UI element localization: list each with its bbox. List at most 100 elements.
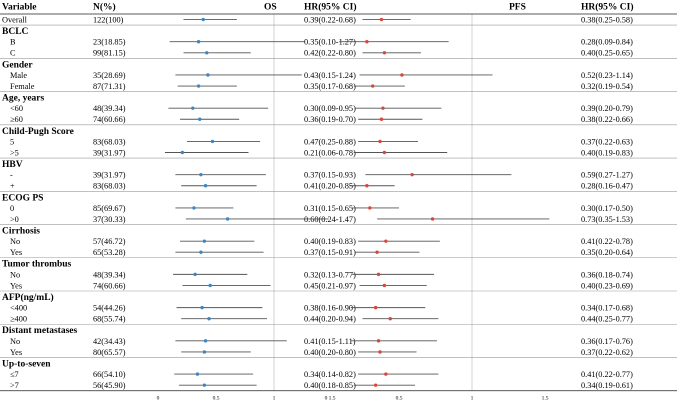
row-n: 80(65.57) [93, 348, 126, 357]
row-pfs-hr-text: 0.41(0.22-0.77) [581, 370, 633, 379]
os-hr-point [210, 139, 215, 144]
pfs-hr-point [379, 117, 384, 121]
row-n: 83(68.03) [93, 137, 126, 146]
row-label: Yes [10, 348, 22, 357]
row-label: ≤7 [10, 370, 19, 379]
row-pfs-hr-text: 0.28(0.16-0.47) [581, 182, 633, 191]
row-pfs-hr-text: 0.37(0.22-0.63) [581, 137, 633, 146]
group-label: AFP(ng/mL) [2, 292, 54, 303]
row-label: Female [10, 82, 35, 91]
header-pfs: PFS [509, 3, 526, 13]
pfs-tick-label: 0.5 [396, 396, 403, 402]
row-n: 57(46.72) [93, 237, 126, 246]
pfs-hr-point [371, 84, 375, 88]
row-n: 122(100) [93, 15, 124, 24]
row-label: >5 [10, 148, 19, 157]
pfs-tick-label: 1.5 [542, 396, 549, 402]
row-pfs-hr-text: 0.52(0.23-1.14) [581, 71, 633, 80]
row-pfs-hr-text: 0.34(0.17-0.68) [581, 304, 633, 313]
row-n: 87(71.31) [93, 82, 126, 91]
row-pfs-hr-text: 0.44(0.25-0.77) [581, 315, 633, 324]
row-pfs-hr-text: 0.40(0.19-0.83) [581, 148, 633, 157]
row-label: ≥60 [10, 115, 23, 124]
os-hr-point [203, 184, 208, 188]
row-n: 48(39.34) [93, 270, 126, 279]
pfs-hr-point [430, 217, 435, 221]
row-os-hr-text: 0.40(0.20-0.80) [304, 348, 356, 357]
pfs-tick-label: 1 [471, 396, 474, 402]
row-os-hr-text: 0.34(0.14-0.82) [304, 370, 356, 379]
header-variable: Variable [2, 3, 36, 13]
row-os-hr-text: 0.32(0.13-0.77) [304, 270, 356, 279]
os-hr-point [203, 339, 208, 343]
row-os-hr-text: 0.35(0.17-0.68) [304, 82, 356, 91]
reference-lines [273, 14, 473, 391]
row-pfs-hr-text: 0.38(0.22-0.66) [581, 115, 633, 124]
pfs-hr-point [384, 239, 388, 243]
row-n: 23(18.85) [93, 38, 126, 47]
row-pfs-hr-text: 0.38(0.25-0.58) [581, 15, 633, 24]
group-label: Age, years [2, 94, 45, 104]
row-pfs-hr-text: 0.37(0.22-0.62) [581, 348, 633, 357]
pfs-hr-point [368, 206, 372, 210]
row-label: <400 [10, 304, 27, 313]
row-pfs-hr-text: 0.35(0.20-0.64) [581, 248, 633, 257]
row-n: 48(39.34) [93, 104, 126, 113]
pfs-hr-point [379, 17, 384, 22]
group-label: HBV [2, 160, 23, 170]
pfs-hr-point [378, 139, 382, 144]
group-label: Child-Pugh Score [2, 127, 74, 137]
row-pfs-hr-text: 0.32(0.19-0.54) [581, 82, 633, 91]
row-os-hr-text: 0.45(0.21-0.97) [304, 281, 356, 290]
header-pfs-hr: HR(95% CI) [581, 2, 634, 13]
row-label: 5 [10, 137, 14, 146]
os-hr-point [196, 40, 201, 44]
os-hr-point [193, 272, 197, 277]
pfs-hr-point [375, 250, 379, 254]
group-label: BCLC [2, 27, 29, 37]
row-label: B [10, 38, 16, 47]
group-label: Cirrhosis [2, 227, 40, 237]
row-n: 65(53.28) [93, 248, 126, 257]
pfs-hr-point [376, 272, 381, 277]
row-pfs-hr-text: 0.36(0.17-0.76) [581, 337, 633, 346]
row-os-hr-text: 0.41(0.15-1.11) [304, 337, 356, 346]
row-pfs-hr-text: 0.28(0.09-0.84) [581, 38, 633, 47]
os-hr-point [202, 383, 207, 387]
row-n: 37(30.33) [93, 215, 126, 224]
pfs-hr-point [400, 73, 404, 77]
row-os-hr-text: 0.44(0.20-0.94) [304, 315, 356, 324]
os-hr-point [205, 51, 209, 55]
row-label: - [10, 171, 13, 180]
os-tick-label: 0 [157, 396, 160, 402]
pfs-hr-point [373, 305, 378, 310]
row-n: 74(60.66) [93, 115, 126, 124]
row-n: 68(55.74) [93, 315, 126, 324]
row-label: No [10, 237, 20, 246]
group-label: Up-to-seven [2, 359, 51, 369]
os-hr-point [180, 150, 185, 155]
row-n: 85(69.67) [93, 204, 126, 213]
header-os: OS [264, 3, 277, 13]
row-os-hr-text: 0.37(0.15-0.91) [304, 248, 356, 257]
row-pfs-hr-text: 0.34(0.19-0.61) [581, 381, 633, 390]
row-label: No [10, 270, 20, 279]
pfs-hr-point [388, 317, 392, 321]
pfs-hr-point [382, 51, 387, 55]
row-label: No [10, 337, 20, 346]
os-tick-label: 0.5 [213, 396, 220, 402]
row-os-hr-text: 0.37(0.15-0.93) [304, 171, 356, 180]
row-pfs-hr-text: 0.41(0.22-0.78) [581, 237, 633, 246]
os-hr-point [198, 117, 202, 121]
row-os-hr-text: 0.38(0.16-0.90) [304, 304, 356, 313]
row-pfs-hr-text: 0.40(0.23-0.69) [581, 281, 633, 290]
group-label: Tumor thrombus [2, 260, 72, 270]
row-label: ≥400 [10, 315, 27, 324]
os-hr-point [199, 250, 203, 254]
pfs-hr-point [365, 40, 369, 44]
row-os-hr-text: 0.21(0.06-0.78) [304, 148, 356, 157]
row-label: <60 [10, 104, 23, 113]
row-label: Male [10, 71, 27, 80]
os-hr-point [207, 317, 211, 321]
